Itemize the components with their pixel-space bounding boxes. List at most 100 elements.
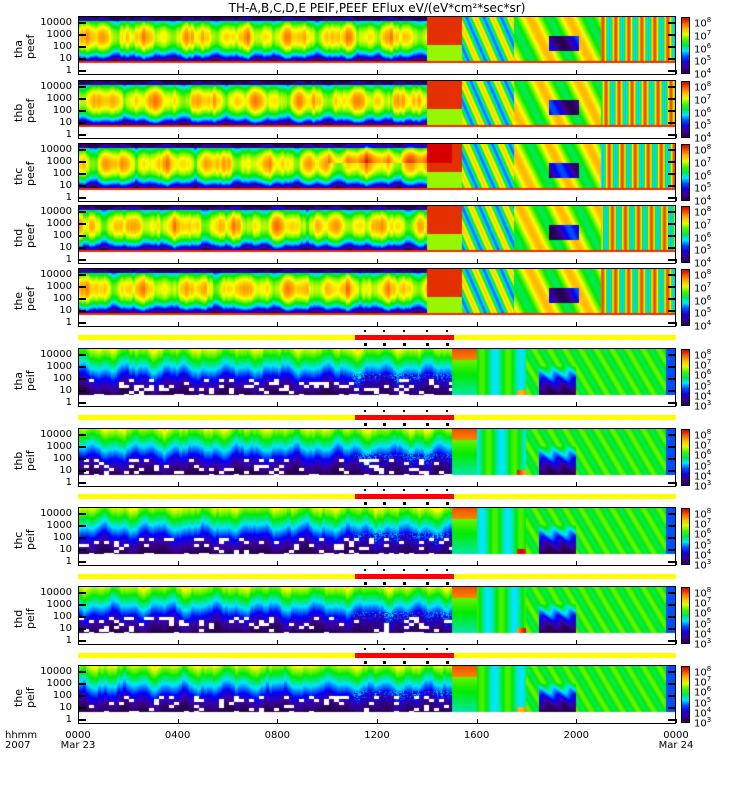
y-major-tick bbox=[668, 45, 675, 48]
y-major-tick bbox=[79, 121, 86, 124]
burst-mode-segment bbox=[354, 335, 455, 340]
colorbar bbox=[681, 206, 690, 263]
x-tick bbox=[576, 197, 578, 201]
colorbar-tick-label: 106 bbox=[694, 230, 712, 244]
y-major-tick bbox=[79, 97, 86, 100]
burst-marker bbox=[445, 582, 449, 585]
burst-marker bbox=[445, 330, 448, 332]
spectrogram-image bbox=[79, 17, 675, 74]
mode-bar bbox=[78, 335, 676, 340]
x-tick bbox=[476, 561, 478, 565]
y-tick-label: 10000 bbox=[40, 507, 72, 519]
y-major-tick bbox=[668, 197, 675, 199]
colorbar-tick-label: 107 bbox=[694, 92, 712, 107]
y-axis-probe-label: thc bbox=[12, 167, 25, 185]
y-major-tick bbox=[79, 197, 86, 199]
x-tick-label: 0800 bbox=[264, 730, 291, 741]
x-tick bbox=[476, 719, 478, 723]
y-major-tick bbox=[668, 536, 675, 539]
x-tick bbox=[277, 322, 279, 326]
y-tick-label: 1 bbox=[65, 192, 72, 203]
colorbar-tick-label: 106 bbox=[694, 368, 712, 382]
colorbar-tick-label: 107 bbox=[694, 28, 712, 43]
y-major-tick bbox=[668, 482, 675, 484]
y-major-tick bbox=[79, 322, 86, 324]
y-tick-label: 100 bbox=[52, 104, 72, 116]
y-major-tick bbox=[79, 512, 86, 515]
x-tick bbox=[277, 259, 279, 263]
burst-marker bbox=[403, 343, 407, 346]
colorbar-tick-label: 106 bbox=[694, 105, 712, 119]
y-major-tick bbox=[668, 97, 675, 100]
y-major-tick bbox=[79, 670, 86, 673]
x-tick bbox=[177, 70, 179, 74]
y-tick-label: 10 bbox=[59, 52, 72, 64]
chart-title: TH-A,B,C,D,E PEIF,PEEF EFlux eV/(eV*cm²*… bbox=[228, 1, 526, 15]
y-major-tick bbox=[668, 184, 675, 187]
y-major-tick bbox=[79, 719, 86, 721]
y-major-tick bbox=[668, 591, 675, 594]
spectrogram-panel-tha-peif bbox=[78, 348, 676, 407]
x-tick bbox=[676, 719, 677, 723]
colorbar-tick-label: 104 bbox=[694, 626, 712, 641]
colorbar bbox=[681, 508, 690, 565]
y-tick-label: 100 bbox=[52, 167, 72, 179]
x-tick-label: 0400 bbox=[164, 730, 191, 741]
y-tick-label: 10000 bbox=[40, 586, 72, 598]
y-major-tick bbox=[79, 469, 86, 472]
y-major-tick bbox=[79, 109, 86, 112]
colorbar-tick-label: 106 bbox=[694, 41, 712, 55]
x-tick bbox=[377, 640, 378, 644]
y-major-tick bbox=[668, 627, 675, 630]
x-tick bbox=[78, 134, 79, 138]
y-major-tick bbox=[79, 561, 86, 563]
x-tick bbox=[476, 640, 478, 644]
colorbar-tick-label: 108 bbox=[694, 507, 712, 521]
y-major-tick bbox=[79, 706, 86, 709]
y-major-tick bbox=[79, 57, 86, 60]
spectrogram-panel-thc-peef bbox=[78, 143, 676, 202]
x-tick bbox=[78, 259, 79, 263]
y-major-tick bbox=[79, 694, 86, 697]
burst-marker bbox=[363, 569, 366, 571]
spectrogram-image bbox=[79, 144, 675, 201]
y-major-tick bbox=[79, 33, 86, 36]
y-tick-label: 1 bbox=[65, 129, 72, 140]
y-major-tick bbox=[79, 682, 86, 685]
spectrogram-panel-tha-peef bbox=[78, 16, 676, 75]
x-tick bbox=[377, 134, 378, 138]
y-major-tick bbox=[79, 85, 86, 88]
burst-marker bbox=[363, 582, 367, 585]
colorbar-tick-label: 108 bbox=[694, 143, 712, 157]
spectrogram-image bbox=[79, 349, 675, 406]
y-major-tick bbox=[668, 719, 675, 721]
x-tick bbox=[277, 197, 279, 201]
x-tick bbox=[476, 402, 478, 406]
x-tick bbox=[476, 322, 478, 326]
y-axis-probe-label: tha bbox=[12, 371, 25, 390]
y-major-tick bbox=[79, 246, 86, 249]
x-tick bbox=[576, 259, 578, 263]
y-major-tick bbox=[668, 172, 675, 175]
x-axis-label: hhmm bbox=[5, 730, 38, 741]
colorbar-tick-label: 104 bbox=[694, 131, 712, 145]
y-major-tick bbox=[79, 285, 86, 288]
colorbar-tick-label: 105 bbox=[694, 616, 712, 630]
y-major-tick bbox=[79, 70, 86, 72]
y-major-tick bbox=[668, 353, 675, 356]
y-tick-label: 100 bbox=[52, 610, 72, 622]
spectrogram-panel-thd-peif bbox=[78, 586, 676, 645]
y-major-tick bbox=[668, 402, 675, 404]
x-tick bbox=[576, 640, 578, 644]
y-tick-label: 1000 bbox=[46, 217, 72, 229]
y-tick-label: 10000 bbox=[40, 205, 72, 217]
y-tick-label: 1000 bbox=[46, 440, 72, 452]
y-major-tick bbox=[668, 682, 675, 685]
colorbar-tick-label: 105 bbox=[694, 378, 712, 392]
colorbar-tick-label: 108 bbox=[694, 80, 712, 94]
x-tick bbox=[277, 402, 279, 406]
y-major-tick bbox=[668, 109, 675, 112]
y-major-tick bbox=[79, 402, 86, 404]
y-major-tick bbox=[668, 70, 675, 72]
y-tick-label: 1000 bbox=[46, 598, 72, 610]
